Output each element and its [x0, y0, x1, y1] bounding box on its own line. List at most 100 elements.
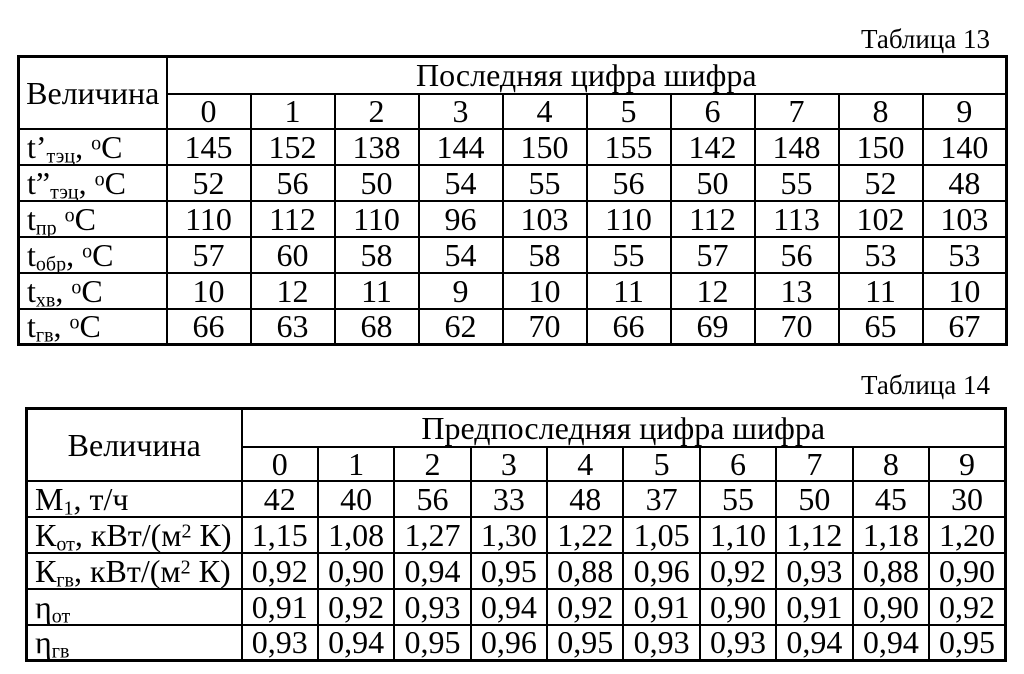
table14-cell: 0,92 [928, 587, 1007, 626]
table13-cell: 144 [417, 127, 504, 166]
table14-column-header: 1 [316, 445, 396, 482]
table14-column-header: 3 [469, 445, 549, 482]
table13-cell: 66 [165, 307, 252, 346]
table13-row-label: t’тэц, оС [17, 127, 168, 166]
table13-cell: 60 [249, 235, 336, 274]
table14-cell: 0,94 [469, 587, 549, 626]
table13-cell: 70 [501, 307, 588, 346]
table14-cell: 0,94 [775, 623, 854, 662]
table14-label-unit: , кВт/(м [74, 552, 181, 589]
table13-label-subscript: гв [35, 324, 54, 345]
table14-cell: 1,15 [240, 515, 319, 554]
table13-cell: 70 [753, 307, 840, 346]
table14-header-row: Величина Предпоследняя цифра шифра [25, 407, 1007, 482]
table14-cell: 1,10 [698, 515, 778, 554]
table13-cell: 69 [669, 307, 756, 346]
table13-label-symbol: t [27, 308, 36, 345]
table13-cell: 56 [249, 163, 336, 202]
table13-column-header: 6 [669, 92, 756, 130]
table14-cell: 1,20 [928, 515, 1007, 554]
table13-row: t’тэц, оС 145 152 138 144 150 155 142 148 150 140 [17, 127, 1008, 166]
table13-cell: 150 [501, 127, 588, 166]
table13-label-symbol: t [27, 272, 36, 309]
table13-cell: 12 [249, 271, 336, 310]
table14-title: Таблица 14 [861, 370, 990, 400]
table14-cell: 50 [775, 479, 854, 518]
table13-cell: 65 [837, 307, 924, 346]
table13-label-unit-end: С [101, 128, 123, 165]
table13-label-unit-end: С [79, 308, 101, 345]
table14-label-symbol: η [35, 588, 52, 625]
table13-cell: 55 [501, 163, 588, 202]
table13-span-header: Последняя цифра шифра [165, 55, 1008, 95]
table13-label-superscript: о [82, 240, 93, 263]
table14-span-header: Предпоследняя цифра шифра [240, 407, 1007, 448]
table13-cell: 50 [669, 163, 756, 202]
table14-label-superscript: 2 [180, 556, 191, 579]
table13-row-label: tхв, оС [17, 271, 168, 310]
table13-cell: 53 [837, 235, 924, 274]
table13-label-unit-end: С [104, 164, 126, 201]
table13-row: tгв, оС 66 63 68 62 70 66 69 70 65 67 [17, 307, 1008, 346]
table14-cell: 0,96 [469, 623, 549, 662]
table13-cell: 142 [669, 127, 756, 166]
table14-label-unit-end: К) [191, 516, 232, 553]
table13-cell: 54 [417, 163, 504, 202]
table13-column-header: 9 [921, 92, 1008, 130]
table14-cell: 45 [851, 479, 931, 518]
table13-row-label: tпр оС [17, 199, 168, 238]
table14-label-unit: , т/ч [73, 480, 129, 517]
table13-row: tхв, оС 10 12 11 9 10 11 12 13 11 10 [17, 271, 1008, 310]
table14-cell: 0,91 [622, 587, 701, 626]
table14-cell: 0,94 [851, 623, 931, 662]
table13-label-superscript: о [91, 132, 102, 155]
table14-cell: 0,90 [698, 587, 778, 626]
table14-row: ηот 0,91 0,92 0,93 0,94 0,92 0,91 0,90 0,91 0,90 0… [25, 587, 1007, 626]
table13-cell: 103 [501, 199, 588, 238]
table14-cell: 0,93 [393, 587, 472, 626]
table13-label-subscript: тэц [46, 144, 76, 165]
table14-column-header: 0 [240, 445, 319, 482]
table14-cell: 56 [393, 479, 472, 518]
table14-column-header: 9 [928, 445, 1007, 482]
table13-label-symbol: t [27, 236, 36, 273]
table13-label-superscript: о [94, 168, 105, 191]
table13-cell: 113 [753, 199, 840, 238]
table14-cell: 1,18 [851, 515, 931, 554]
table13-cell: 11 [333, 271, 420, 310]
table13-cell: 52 [165, 163, 252, 202]
table14-label-subscript: от [51, 604, 71, 625]
table13-cell: 112 [249, 199, 336, 238]
table14-row: Кот, кВт/(м2 К) 1,15 1,08 1,27 1,30 1,22 1,05 1… [25, 515, 1007, 554]
table14-cell: 0,90 [316, 551, 396, 590]
table14-cell: 0,95 [469, 551, 549, 590]
table13-column-header: 5 [585, 92, 672, 130]
table13-column-header: 1 [249, 92, 336, 130]
table14-row: М1, т/ч 42 40 56 33 48 37 55 50 45 30 [25, 479, 1007, 518]
table13-cell: 9 [417, 271, 504, 310]
table14-cell: 1,22 [546, 515, 625, 554]
table13-cell: 55 [585, 235, 672, 274]
table14-cell: 0,95 [546, 623, 625, 662]
table14-cell: 30 [928, 479, 1007, 518]
table13-cell: 58 [501, 235, 588, 274]
table13-cell: 56 [585, 163, 672, 202]
table14-label-unit-end: К) [190, 552, 231, 589]
table13-row: tобр, оС 57 60 58 54 58 55 57 56 53 53 [17, 235, 1008, 274]
table14-cell: 0,95 [928, 623, 1007, 662]
table14-cell: 0,88 [546, 551, 625, 590]
table13-label-subscript: хв [35, 288, 56, 309]
table14-cell: 0,90 [851, 587, 931, 626]
table14-label-unit: , кВт/(м [74, 516, 182, 553]
table13-label-superscript: о [64, 204, 75, 227]
table14-label-subscript: гв [51, 640, 70, 661]
table14-cell: 55 [698, 479, 778, 518]
table13-cell: 66 [585, 307, 672, 346]
table14-label-subscript: от [56, 532, 75, 553]
table14-column-header: 5 [622, 445, 701, 482]
table14-cell: 42 [240, 479, 319, 518]
